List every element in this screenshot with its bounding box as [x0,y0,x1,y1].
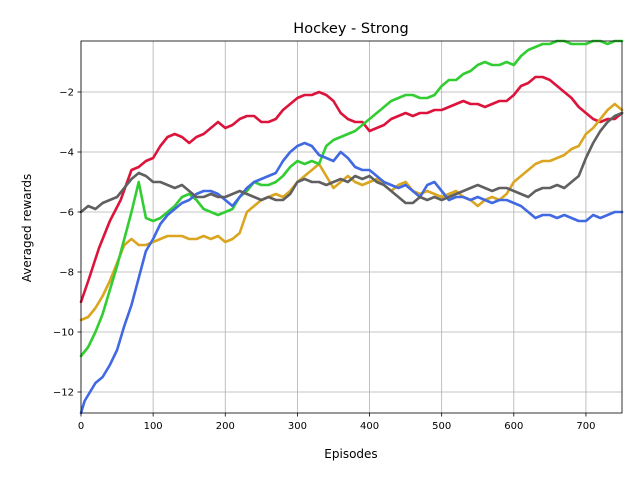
series-layer [79,39,624,415]
y-axis-ticks: −12 −10 −8 −6 −4 −2 [53,88,81,399]
y-tick-label: −8 [59,268,74,279]
y-tick-label: −12 [53,388,74,399]
x-tick-label: 600 [504,421,523,432]
series-line-1 [79,75,624,304]
x-tick-label: 400 [360,421,379,432]
x-tick-label: 0 [78,421,84,432]
x-tick-label: 100 [144,421,163,432]
y-axis-label: Averaged rewards [20,174,34,283]
x-axis-label: Episodes [324,447,377,461]
series-line-5 [79,111,624,214]
x-tick-label: 300 [288,421,307,432]
y-tick-label: −6 [59,208,74,219]
x-tick-label: 200 [216,421,235,432]
y-tick-label: −2 [59,88,74,99]
series-line-3 [79,39,624,358]
x-tick-label: 700 [576,421,595,432]
y-tick-label: −10 [53,328,74,339]
series-line-4 [79,141,624,415]
x-axis-ticks: 0 100 200 300 400 500 600 700 [78,413,595,432]
y-tick-label: −4 [59,148,74,159]
x-tick-label: 500 [432,421,451,432]
chart-title: Hockey - Strong [293,21,408,37]
plot-frame [80,40,623,414]
